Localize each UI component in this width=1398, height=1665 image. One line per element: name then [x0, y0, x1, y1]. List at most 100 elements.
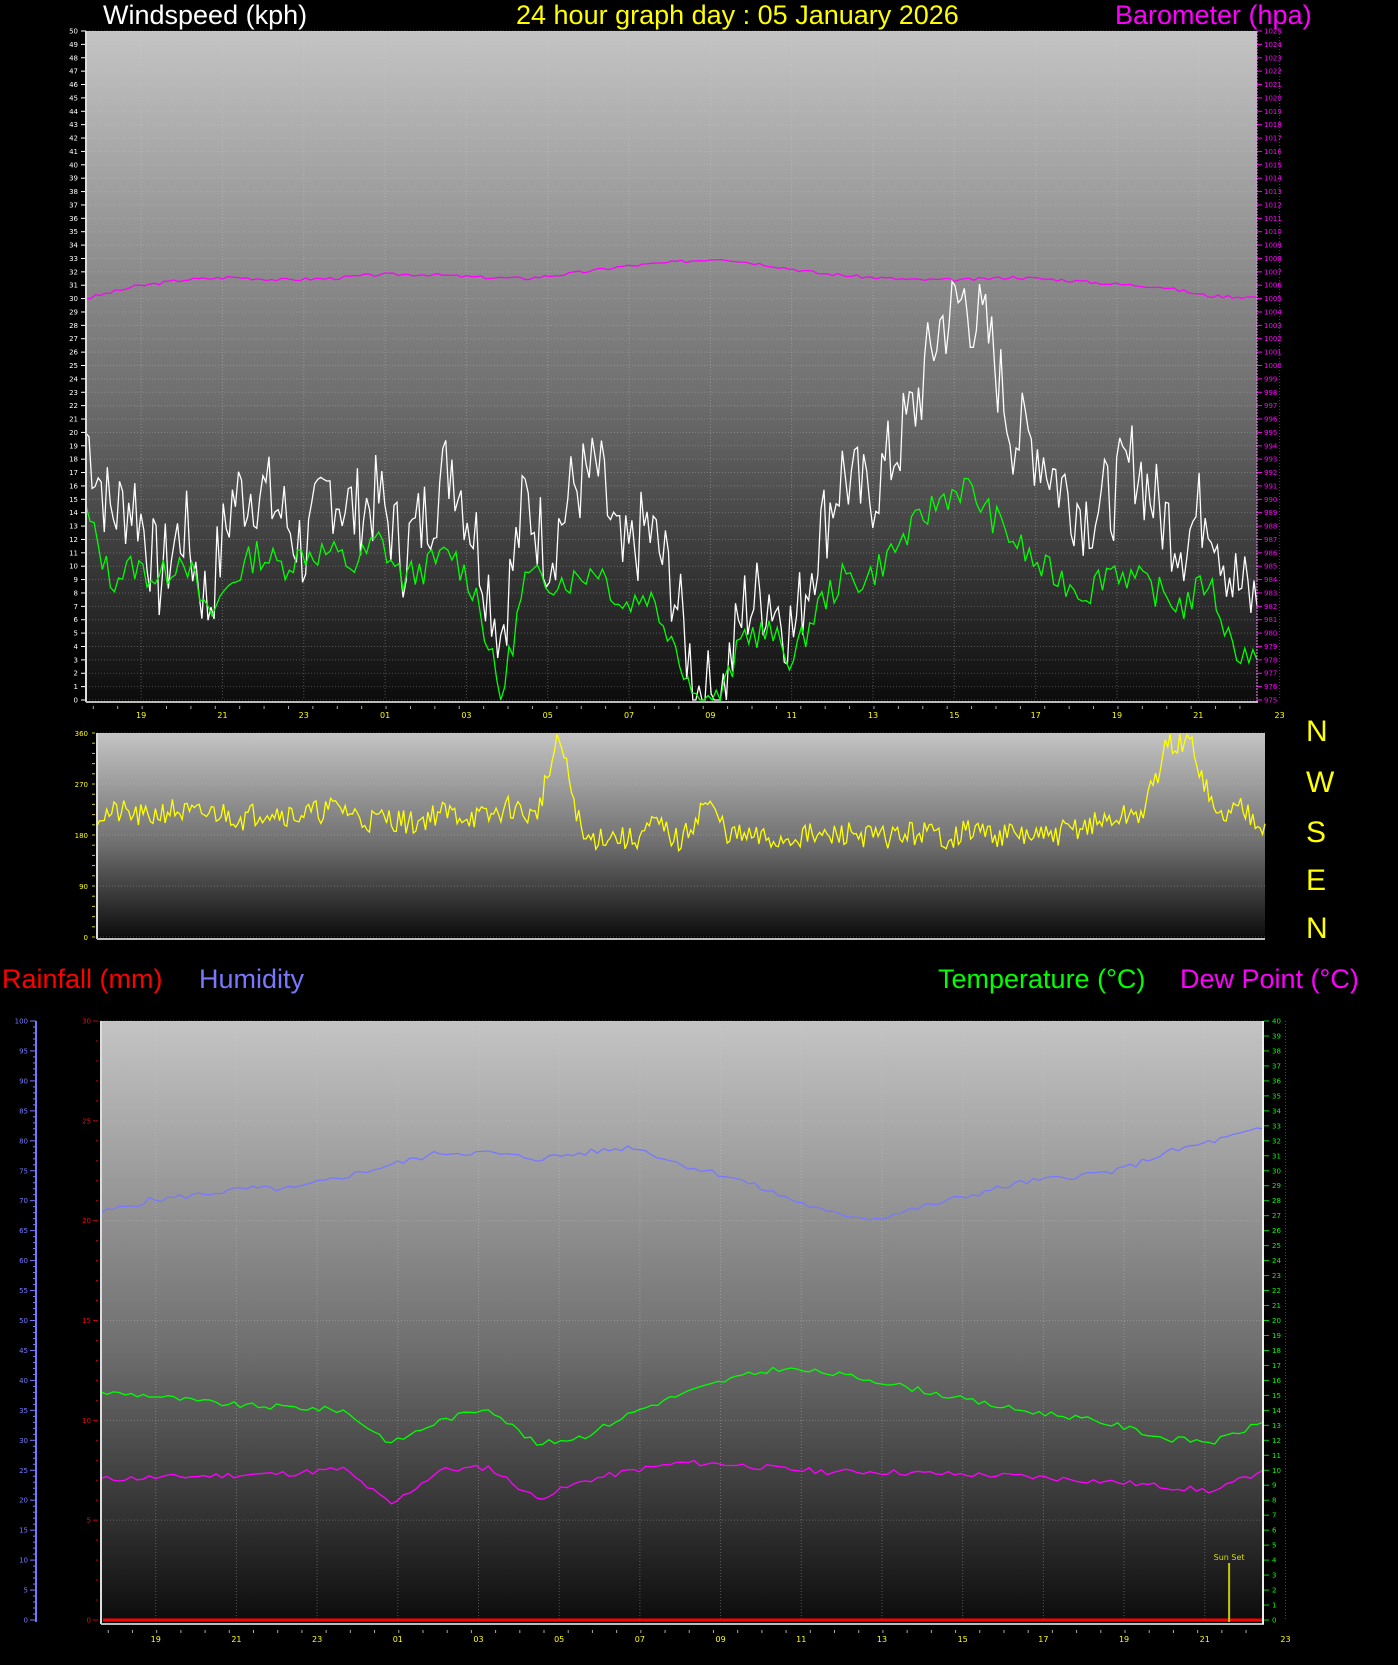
time-label: 23	[1275, 711, 1285, 720]
humidity-tick-label: 70	[19, 1197, 28, 1205]
windspeed-tick-label: 0	[74, 697, 78, 705]
barometer-tick-label: 1000	[1264, 362, 1282, 370]
windspeed-tick-label: 40	[69, 161, 78, 169]
windspeed-tick-label: 31	[69, 282, 78, 290]
barometer-tick-label: 1003	[1264, 322, 1282, 330]
windspeed-tick-label: 23	[69, 389, 78, 397]
temperature-tick-label: 30	[1272, 1167, 1281, 1175]
windspeed-tick-label: 22	[69, 402, 78, 410]
temperature-time-axis: 19 21 23 01 03 05 07 09 11 13 15 17 19 21 23	[107, 1630, 1291, 1644]
windspeed-axis: 0123456789101112131415161718192021222324…	[69, 28, 86, 705]
barometer-tick-label: 1012	[1264, 201, 1282, 209]
windspeed-tick-label: 8	[74, 589, 78, 597]
rainfall-tick-label: 15	[82, 1317, 91, 1325]
time-label: 13	[877, 1635, 887, 1644]
barometer-tick-label: 1006	[1264, 282, 1282, 290]
windspeed-tick-label: 1	[74, 683, 78, 691]
humidity-tick-label: 65	[19, 1227, 28, 1235]
temperature-tick-label: 6	[1272, 1527, 1277, 1535]
temperature-tick-label: 18	[1272, 1347, 1281, 1355]
barometer-tick-label: 981	[1264, 616, 1277, 624]
temperature-tick-label: 15	[1272, 1392, 1281, 1400]
barometer-tick-label: 997	[1264, 402, 1277, 410]
compass-label-w: W	[1306, 766, 1335, 799]
windspeed-tick-label: 12	[69, 536, 78, 544]
barometer-tick-label: 1015	[1264, 161, 1282, 169]
time-label: 15	[949, 711, 959, 720]
time-label: 17	[1038, 1635, 1048, 1644]
windspeed-tick-label: 9	[74, 576, 78, 584]
windspeed-tick-label: 35	[69, 228, 78, 236]
temperature-title: Temperature (°C)	[938, 964, 1146, 994]
windspeed-tick-label: 16	[69, 482, 78, 490]
temperature-tick-label: 16	[1272, 1377, 1281, 1385]
windspeed-tick-label: 14	[69, 509, 78, 517]
temperature-tick-label: 26	[1272, 1227, 1281, 1235]
temperature-tick-label: 17	[1272, 1362, 1281, 1370]
humidity-tick-label: 60	[19, 1257, 28, 1265]
barometer-tick-label: 1017	[1264, 135, 1282, 143]
humidity-tick-label: 50	[19, 1317, 28, 1325]
compass-label-s: S	[1306, 816, 1327, 849]
windspeed-tick-label: 37	[69, 201, 78, 209]
time-label: 07	[635, 1635, 645, 1644]
windspeed-tick-label: 42	[69, 135, 78, 143]
barometer-tick-label: 999	[1264, 375, 1277, 383]
windspeed-tick-label: 3	[74, 656, 78, 664]
windspeed-chart: 0123456789101112131415161718192021222324…	[69, 28, 1285, 721]
barometer-tick-label: 998	[1264, 389, 1277, 397]
rainfall-tick-label: 25	[82, 1117, 91, 1125]
windspeed-tick-label: 21	[69, 416, 78, 424]
temperature-line	[100, 1366, 1264, 1446]
windspeed-tick-label: 10	[69, 563, 78, 571]
temperature-tick-label: 14	[1272, 1407, 1281, 1415]
date-title: 24 hour graph day : 05 January 2026	[516, 0, 959, 30]
windspeed-tick-label: 17	[69, 469, 78, 477]
humidity-tick-label: 80	[19, 1137, 28, 1145]
temperature-tick-label: 12	[1272, 1437, 1281, 1445]
time-label: 09	[705, 711, 715, 720]
windspeed-tick-label: 18	[69, 456, 78, 464]
windspeed-tick-label: 48	[69, 54, 78, 62]
humidity-tick-label: 30	[19, 1437, 28, 1445]
time-label: 11	[787, 711, 797, 720]
rainfall-tick-label: 20	[82, 1217, 91, 1225]
windspeed-tick-label: 32	[69, 268, 78, 276]
time-label: 05	[543, 711, 553, 720]
windspeed-tick-label: 30	[69, 295, 78, 303]
time-label: 15	[958, 1635, 968, 1644]
windspeed-tick-label: 45	[69, 94, 78, 102]
temperature-tick-label: 0	[1272, 1617, 1276, 1625]
barometer-axis: 975 976 977 978 979 980 981 982 983 984 985 986 987 9…	[1257, 28, 1282, 705]
temperature-chart: 0510152025303540455055606570758085909510…	[15, 1018, 1291, 1645]
barometer-tick-label: 1020	[1264, 94, 1282, 102]
wind-gust-line	[85, 279, 1258, 701]
wind-direction-line	[96, 733, 1266, 853]
temperature-tick-label: 36	[1272, 1077, 1281, 1085]
barometer-tick-label: 1023	[1264, 54, 1282, 62]
barometer-tick-label: 984	[1264, 576, 1278, 584]
windspeed-tick-label: 15	[69, 496, 78, 504]
barometer-tick-label: 976	[1264, 683, 1278, 691]
barometer-tick-label: 977	[1264, 670, 1277, 678]
temperature-tick-label: 21	[1272, 1302, 1281, 1310]
barometer-tick-label: 1022	[1264, 68, 1282, 76]
windspeed-time-axis: 19 21 23 01 03 05 07 09 11 13 15 17 19 21 23	[92, 706, 1285, 720]
temperature-tick-label: 7	[1272, 1512, 1276, 1520]
humidity-tick-label: 25	[19, 1467, 28, 1475]
humidity-line	[100, 1127, 1264, 1221]
time-label: 21	[1200, 1635, 1210, 1644]
time-label: 01	[380, 711, 390, 720]
sunset-marker: Sun Set	[1214, 1553, 1245, 1622]
temperature-tick-label: 4	[1272, 1557, 1277, 1565]
windspeed-tick-label: 49	[69, 41, 78, 49]
time-label: 11	[796, 1635, 806, 1644]
rainfall-tick-label: 5	[87, 1517, 91, 1525]
temperature-tick-label: 5	[1272, 1542, 1276, 1550]
windspeed-tick-label: 36	[69, 215, 78, 223]
temperature-tick-label: 31	[1272, 1152, 1281, 1160]
time-label: 19	[151, 1635, 161, 1644]
windspeed-tick-label: 28	[69, 322, 78, 330]
humidity-tick-label: 0	[24, 1617, 28, 1625]
barometer-tick-label: 1008	[1264, 255, 1282, 263]
